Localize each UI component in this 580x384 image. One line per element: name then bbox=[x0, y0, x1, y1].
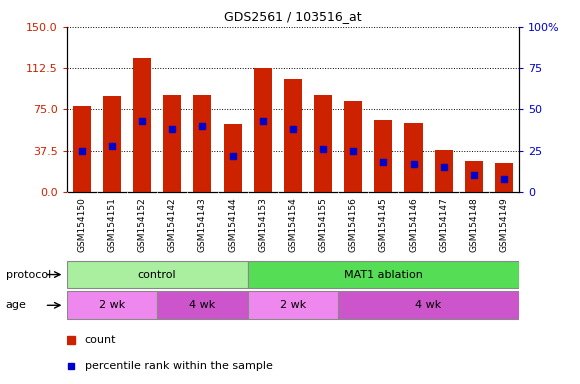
Text: GSM154148: GSM154148 bbox=[469, 197, 478, 252]
Bar bbox=[223, 124, 242, 192]
Bar bbox=[284, 79, 302, 192]
Text: GSM154152: GSM154152 bbox=[137, 197, 147, 252]
Text: count: count bbox=[85, 335, 117, 345]
Bar bbox=[67, 291, 157, 319]
Bar bbox=[338, 291, 519, 319]
Text: GSM154155: GSM154155 bbox=[318, 197, 328, 252]
Bar bbox=[404, 122, 423, 192]
Bar bbox=[133, 58, 151, 192]
Text: 4 wk: 4 wk bbox=[415, 300, 442, 310]
Bar bbox=[193, 95, 212, 192]
Bar bbox=[157, 291, 248, 319]
Bar bbox=[465, 161, 483, 192]
Bar bbox=[434, 150, 453, 192]
Text: GSM154146: GSM154146 bbox=[409, 197, 418, 252]
Bar bbox=[67, 261, 248, 288]
Text: GSM154142: GSM154142 bbox=[168, 197, 177, 252]
Text: MAT1 ablation: MAT1 ablation bbox=[344, 270, 423, 280]
Text: 2 wk: 2 wk bbox=[280, 300, 306, 310]
Text: GSM154153: GSM154153 bbox=[258, 197, 267, 252]
Bar bbox=[253, 68, 272, 192]
Bar bbox=[103, 96, 121, 192]
Text: GSM154150: GSM154150 bbox=[77, 197, 86, 252]
Text: GSM154151: GSM154151 bbox=[107, 197, 117, 252]
Bar bbox=[248, 261, 519, 288]
Bar bbox=[72, 106, 91, 192]
Text: GSM154144: GSM154144 bbox=[228, 197, 237, 252]
Text: GSM154149: GSM154149 bbox=[499, 197, 509, 252]
Text: percentile rank within the sample: percentile rank within the sample bbox=[85, 361, 273, 371]
Bar bbox=[314, 95, 332, 192]
Text: 2 wk: 2 wk bbox=[99, 300, 125, 310]
Bar bbox=[495, 163, 513, 192]
Text: GDS2561 / 103516_at: GDS2561 / 103516_at bbox=[224, 10, 362, 23]
Text: 4 wk: 4 wk bbox=[189, 300, 216, 310]
Bar bbox=[163, 95, 182, 192]
Text: GSM154147: GSM154147 bbox=[439, 197, 448, 252]
Text: GSM154143: GSM154143 bbox=[198, 197, 207, 252]
Text: GSM154156: GSM154156 bbox=[349, 197, 358, 252]
Text: protocol: protocol bbox=[6, 270, 51, 280]
Text: GSM154154: GSM154154 bbox=[288, 197, 298, 252]
Text: control: control bbox=[138, 270, 176, 280]
Text: GSM154145: GSM154145 bbox=[379, 197, 388, 252]
Bar bbox=[344, 101, 362, 192]
Text: age: age bbox=[6, 300, 27, 310]
Bar bbox=[248, 291, 338, 319]
Bar bbox=[374, 121, 393, 192]
